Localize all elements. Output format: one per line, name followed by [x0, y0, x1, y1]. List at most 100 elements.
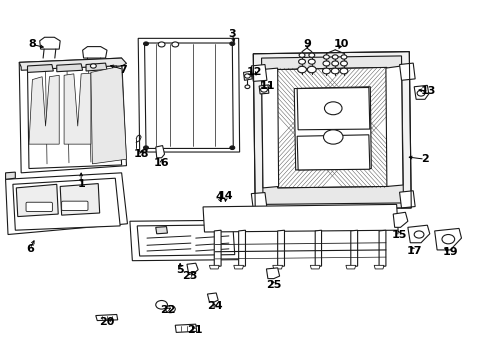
Polygon shape [297, 135, 369, 170]
Polygon shape [64, 73, 91, 144]
Circle shape [413, 231, 423, 238]
Polygon shape [385, 66, 402, 186]
Polygon shape [138, 39, 239, 152]
Circle shape [331, 55, 337, 59]
Circle shape [244, 85, 249, 89]
Text: 6: 6 [26, 244, 34, 254]
Polygon shape [19, 58, 126, 70]
Circle shape [299, 53, 305, 57]
Text: 18: 18 [133, 149, 148, 159]
Polygon shape [413, 85, 428, 99]
Polygon shape [130, 220, 242, 261]
Polygon shape [40, 37, 60, 49]
Polygon shape [203, 204, 397, 232]
Polygon shape [144, 43, 233, 148]
Circle shape [229, 42, 234, 45]
Polygon shape [175, 324, 196, 332]
Circle shape [297, 66, 306, 73]
Text: 7: 7 [120, 64, 127, 75]
Text: 3: 3 [228, 29, 236, 39]
Polygon shape [91, 66, 126, 164]
FancyBboxPatch shape [61, 201, 88, 211]
Text: 14: 14 [218, 191, 233, 201]
Circle shape [90, 64, 96, 68]
Polygon shape [315, 230, 321, 267]
Circle shape [340, 61, 346, 66]
Text: 5: 5 [176, 265, 183, 275]
Circle shape [416, 90, 424, 96]
Circle shape [308, 59, 315, 64]
Polygon shape [297, 87, 369, 130]
Text: 10: 10 [333, 40, 348, 49]
Polygon shape [407, 225, 429, 243]
Polygon shape [345, 265, 355, 269]
Text: 17: 17 [406, 246, 421, 256]
Circle shape [229, 146, 234, 149]
Circle shape [323, 55, 329, 59]
Polygon shape [57, 64, 82, 72]
Polygon shape [186, 263, 198, 273]
Polygon shape [86, 63, 107, 71]
Circle shape [331, 61, 338, 66]
Polygon shape [214, 230, 221, 267]
Text: 8: 8 [28, 40, 36, 49]
Polygon shape [392, 212, 407, 227]
Polygon shape [399, 63, 414, 80]
Polygon shape [261, 68, 278, 188]
Polygon shape [251, 64, 266, 81]
Polygon shape [137, 225, 234, 256]
Text: 4: 4 [215, 192, 223, 202]
Text: 25: 25 [265, 280, 281, 290]
Polygon shape [233, 265, 243, 269]
Polygon shape [19, 58, 126, 173]
Polygon shape [261, 56, 403, 204]
Polygon shape [259, 85, 268, 94]
Polygon shape [434, 228, 461, 250]
Polygon shape [60, 184, 100, 215]
Text: 13: 13 [420, 86, 436, 96]
Circle shape [322, 68, 330, 74]
Polygon shape [27, 64, 53, 72]
Text: 1: 1 [77, 179, 85, 189]
Circle shape [308, 53, 314, 57]
Polygon shape [5, 173, 127, 234]
Circle shape [339, 68, 347, 74]
Circle shape [260, 87, 267, 92]
Polygon shape [156, 226, 167, 234]
Circle shape [165, 306, 175, 313]
Circle shape [298, 59, 305, 64]
Text: 22: 22 [160, 305, 175, 315]
Polygon shape [266, 268, 279, 279]
Polygon shape [5, 172, 15, 179]
Polygon shape [238, 230, 245, 267]
Text: 12: 12 [246, 67, 262, 77]
Circle shape [156, 301, 167, 309]
Text: 9: 9 [303, 40, 310, 49]
Polygon shape [350, 230, 357, 267]
Polygon shape [156, 145, 164, 158]
FancyBboxPatch shape [26, 202, 52, 212]
Circle shape [340, 55, 346, 59]
Text: 24: 24 [207, 301, 223, 311]
Polygon shape [27, 66, 122, 168]
Circle shape [143, 146, 148, 149]
Polygon shape [251, 193, 266, 210]
Text: 11: 11 [260, 81, 275, 91]
Polygon shape [16, 184, 58, 217]
Text: 19: 19 [442, 247, 457, 257]
Circle shape [323, 61, 329, 66]
Polygon shape [399, 191, 414, 208]
Text: 16: 16 [154, 158, 169, 168]
Circle shape [158, 42, 164, 47]
Polygon shape [294, 87, 370, 170]
Polygon shape [96, 315, 118, 320]
Text: 21: 21 [186, 325, 202, 335]
Text: 15: 15 [391, 230, 407, 239]
Polygon shape [373, 265, 383, 269]
Circle shape [143, 42, 148, 45]
Text: 23: 23 [182, 271, 197, 281]
Polygon shape [29, 75, 59, 144]
Polygon shape [13, 178, 120, 230]
Polygon shape [209, 265, 219, 269]
Polygon shape [272, 265, 282, 269]
